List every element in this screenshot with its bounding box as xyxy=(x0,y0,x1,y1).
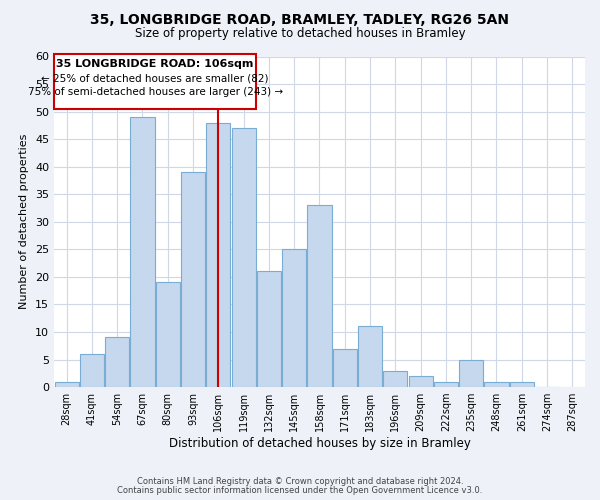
Bar xyxy=(55,382,79,387)
Bar xyxy=(80,354,104,387)
Bar xyxy=(459,360,483,387)
Bar xyxy=(105,338,129,387)
Bar xyxy=(232,128,256,387)
X-axis label: Distribution of detached houses by size in Bramley: Distribution of detached houses by size … xyxy=(169,437,470,450)
Bar xyxy=(181,172,205,387)
Bar xyxy=(358,326,382,387)
Bar xyxy=(333,348,357,387)
Bar xyxy=(484,382,509,387)
Bar xyxy=(434,382,458,387)
Bar xyxy=(257,272,281,387)
Y-axis label: Number of detached properties: Number of detached properties xyxy=(19,134,29,310)
Text: 35 LONGBRIDGE ROAD: 106sqm: 35 LONGBRIDGE ROAD: 106sqm xyxy=(56,60,254,70)
Bar xyxy=(130,117,155,387)
Text: Contains HM Land Registry data © Crown copyright and database right 2024.: Contains HM Land Registry data © Crown c… xyxy=(137,477,463,486)
Bar xyxy=(156,282,180,387)
FancyBboxPatch shape xyxy=(54,54,256,109)
Bar xyxy=(206,122,230,387)
Bar xyxy=(409,376,433,387)
Text: Size of property relative to detached houses in Bramley: Size of property relative to detached ho… xyxy=(134,28,466,40)
Bar xyxy=(307,206,332,387)
Text: 35, LONGBRIDGE ROAD, BRAMLEY, TADLEY, RG26 5AN: 35, LONGBRIDGE ROAD, BRAMLEY, TADLEY, RG… xyxy=(91,12,509,26)
Text: ← 25% of detached houses are smaller (82): ← 25% of detached houses are smaller (82… xyxy=(41,73,269,83)
Bar xyxy=(510,382,534,387)
Text: 75% of semi-detached houses are larger (243) →: 75% of semi-detached houses are larger (… xyxy=(28,87,283,97)
Text: Contains public sector information licensed under the Open Government Licence v3: Contains public sector information licen… xyxy=(118,486,482,495)
Bar xyxy=(282,250,306,387)
Bar xyxy=(383,370,407,387)
